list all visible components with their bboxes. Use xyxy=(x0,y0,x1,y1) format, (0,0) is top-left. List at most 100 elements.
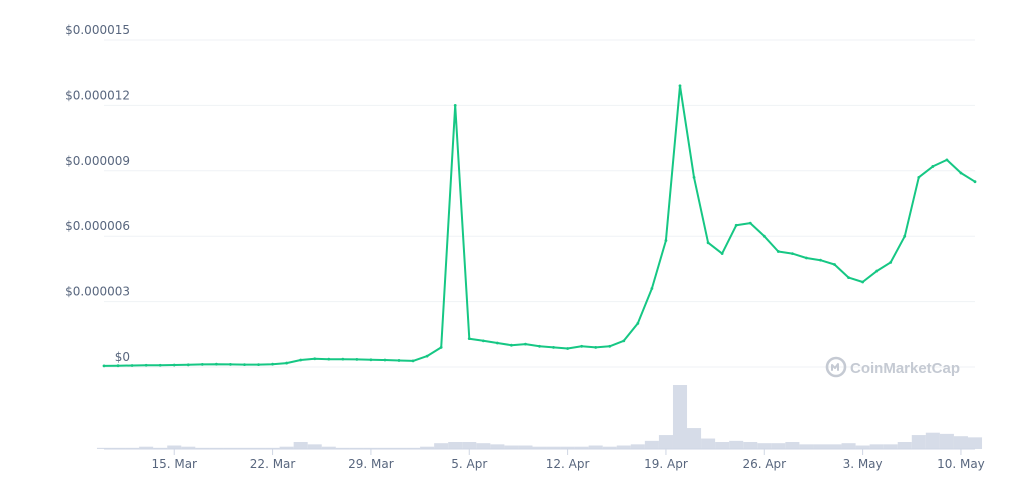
price-point xyxy=(650,287,654,290)
price-point xyxy=(833,263,836,266)
volume-bar xyxy=(490,444,505,449)
price-point xyxy=(973,180,977,184)
y-tick-label: $0.000006 xyxy=(65,219,130,233)
volume-bar xyxy=(883,444,898,449)
y-tick-label: $0.000009 xyxy=(65,154,130,168)
watermark-text: CoinMarketCap xyxy=(850,360,960,377)
x-tick-label: 29. Mar xyxy=(348,457,394,471)
volume-bar xyxy=(616,445,631,449)
price-point xyxy=(257,363,260,367)
volume-bar xyxy=(841,443,856,449)
volume-bar xyxy=(869,444,884,449)
price-point xyxy=(538,344,541,348)
volume-bar xyxy=(630,444,645,449)
price-point xyxy=(453,104,457,107)
price-point xyxy=(130,364,134,367)
watermark: CoinMarketCap xyxy=(825,356,960,378)
price-point xyxy=(411,359,415,363)
volume-bar xyxy=(757,443,772,449)
volume-bar xyxy=(672,385,688,449)
price-point xyxy=(734,223,738,227)
grid-lines xyxy=(104,39,975,368)
volume-bar xyxy=(588,445,603,449)
volume-bar xyxy=(827,444,842,449)
price-line xyxy=(103,84,976,367)
price-point xyxy=(692,175,696,179)
price-point xyxy=(861,280,865,284)
volume-bar xyxy=(560,446,575,449)
volume-bar xyxy=(195,447,210,449)
y-tick-label: $0.000015 xyxy=(65,23,130,37)
price-point xyxy=(805,256,808,260)
price-point xyxy=(875,269,879,273)
coinmarketcap-logo-icon xyxy=(825,356,847,378)
price-line-layer xyxy=(102,84,977,368)
price-point xyxy=(397,359,401,362)
volume-bar xyxy=(925,432,940,449)
volume-bar xyxy=(279,446,294,449)
volume-bar xyxy=(420,446,435,449)
price-point xyxy=(776,250,780,253)
x-tick-label: 5. Apr xyxy=(451,457,487,471)
volume-bar xyxy=(799,444,814,449)
price-point xyxy=(917,175,921,179)
volume-bars xyxy=(96,385,983,449)
volume-bar xyxy=(377,447,392,449)
price-point xyxy=(172,363,176,367)
volume-bar xyxy=(897,442,912,449)
y-tick-label: $0 xyxy=(115,350,130,364)
price-point xyxy=(748,221,752,225)
price-point xyxy=(439,345,443,349)
price-point xyxy=(552,345,555,349)
volume-bar xyxy=(546,446,561,449)
x-tick-label: 15. Mar xyxy=(151,457,197,471)
volume-bar xyxy=(125,447,140,449)
volume-bar xyxy=(209,447,224,449)
volume-bar xyxy=(644,440,659,449)
volume-bar xyxy=(139,446,154,449)
volume-bar xyxy=(687,428,702,449)
price-point xyxy=(636,322,640,325)
volume-bar xyxy=(462,442,477,449)
volume-bar xyxy=(532,446,547,449)
volume-bar xyxy=(743,442,758,449)
price-point xyxy=(608,344,612,348)
price-point xyxy=(271,362,274,366)
price-point xyxy=(889,260,893,264)
x-tick-label: 19. Apr xyxy=(644,457,688,471)
volume-bar xyxy=(476,443,491,449)
volume-bar xyxy=(939,433,954,449)
volume-bar xyxy=(265,447,280,449)
price-point xyxy=(186,363,190,367)
y-tick-label: $0.000012 xyxy=(65,88,130,102)
volume-bar xyxy=(391,447,407,449)
price-point xyxy=(158,363,162,367)
volume-bar xyxy=(953,436,968,449)
x-tick-label: 12. Apr xyxy=(546,457,590,471)
volume-bar xyxy=(729,440,744,449)
y-tick-label: $0.000003 xyxy=(65,285,130,299)
price-point xyxy=(566,347,569,350)
volume-bar xyxy=(111,447,126,449)
price-point xyxy=(200,362,204,366)
volume-bar xyxy=(223,447,238,449)
x-tick-label: 10. May xyxy=(937,457,985,471)
volume-bar xyxy=(574,446,589,449)
price-point xyxy=(313,357,317,361)
price-point xyxy=(622,339,626,343)
volume-bar xyxy=(504,445,519,449)
volume-bar xyxy=(701,438,716,449)
price-point xyxy=(720,252,724,256)
volume-bar xyxy=(715,442,730,449)
y-axis-labels: $0 $0.000003 $0.000006 $0.000009 $0.000012 $0… xyxy=(65,23,130,364)
price-point xyxy=(664,239,668,242)
price-point xyxy=(327,357,331,361)
price-point xyxy=(959,171,963,175)
price-point xyxy=(144,363,148,367)
price-point xyxy=(524,342,527,346)
price-point xyxy=(355,357,359,361)
price-point xyxy=(116,364,120,368)
price-point xyxy=(847,276,850,280)
price-point xyxy=(678,84,682,88)
